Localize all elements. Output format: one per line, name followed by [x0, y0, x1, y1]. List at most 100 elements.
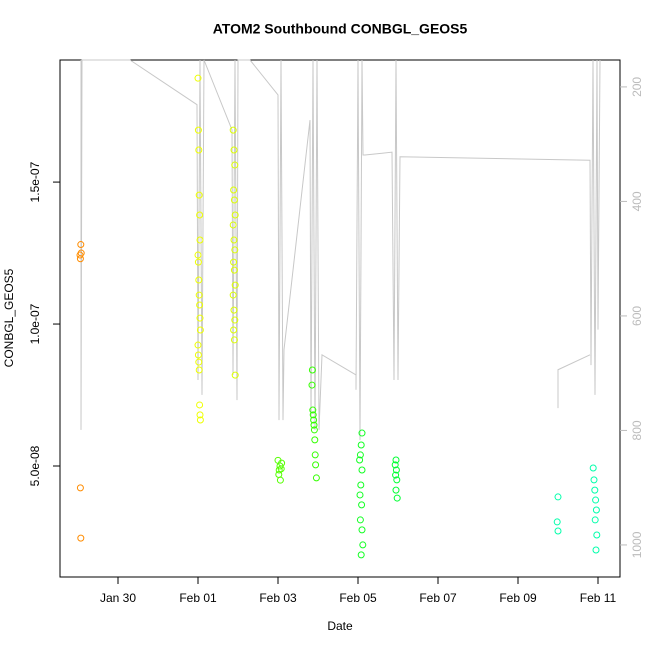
- point: [592, 546, 600, 554]
- y2-tick-label: 200: [630, 77, 644, 97]
- y2-tick-label: 800: [630, 420, 644, 440]
- point: [392, 466, 400, 474]
- point: [592, 496, 600, 504]
- point: [308, 366, 316, 374]
- point: [310, 426, 318, 434]
- point: [196, 416, 204, 424]
- y-axis-label: CONBGL_GEOS5: [2, 268, 16, 367]
- point: [194, 341, 202, 349]
- point: [231, 316, 239, 324]
- point: [358, 526, 366, 534]
- point: [229, 126, 237, 134]
- point: [393, 476, 401, 484]
- point: [311, 436, 319, 444]
- x-tick-label: Feb 07: [419, 591, 457, 605]
- point: [195, 276, 203, 284]
- point: [554, 527, 562, 535]
- x-axis-label: Date: [327, 619, 353, 633]
- point: [195, 358, 203, 366]
- point: [231, 161, 239, 169]
- point: [392, 486, 400, 494]
- y2-tick-label: 400: [630, 191, 644, 211]
- x-tick-label: Feb 03: [259, 591, 297, 605]
- point: [194, 351, 202, 359]
- point: [356, 516, 364, 524]
- point: [311, 451, 319, 459]
- point: [196, 314, 204, 322]
- point: [392, 471, 400, 479]
- y-tick-label: 1.5e-07: [28, 161, 42, 202]
- point: [591, 516, 599, 524]
- point: [391, 461, 399, 469]
- point: [358, 429, 366, 437]
- point: [194, 74, 202, 82]
- point: [310, 416, 318, 424]
- point: [312, 474, 320, 482]
- y2-tick-label: 600: [630, 306, 644, 326]
- point: [309, 411, 317, 419]
- point: [196, 411, 204, 419]
- point: [230, 236, 238, 244]
- point: [592, 506, 600, 514]
- point: [312, 461, 320, 469]
- plot-frame: [59, 59, 621, 578]
- y-tick-label: 1.0e-07: [28, 303, 42, 344]
- point: [231, 281, 239, 289]
- point: [276, 476, 284, 484]
- point: [356, 451, 364, 459]
- point: [194, 258, 202, 266]
- point: [275, 471, 283, 479]
- point: [230, 186, 238, 194]
- point: [593, 531, 601, 539]
- point: [77, 534, 85, 542]
- point: [196, 326, 204, 334]
- point: [230, 306, 238, 314]
- point: [589, 464, 597, 472]
- point: [231, 246, 239, 254]
- point: [196, 401, 204, 409]
- point: [230, 336, 238, 344]
- point: [358, 466, 366, 474]
- point: [231, 211, 239, 219]
- point: [230, 266, 238, 274]
- point: [393, 494, 401, 502]
- point: [77, 241, 85, 249]
- point: [357, 481, 365, 489]
- point: [77, 249, 85, 257]
- point: [230, 146, 238, 154]
- point: [553, 518, 561, 526]
- x-tick-label: Feb 09: [499, 591, 537, 605]
- chart-title: ATOM2 Southbound CONBGL_GEOS5: [213, 21, 468, 37]
- point: [554, 493, 562, 501]
- y2-tick-label: 1000: [630, 531, 644, 558]
- point: [591, 486, 599, 494]
- point: [392, 456, 400, 464]
- point: [195, 366, 203, 374]
- y-tick-label: 5.0e-08: [28, 445, 42, 486]
- point: [195, 146, 203, 154]
- x-tick-label: Feb 05: [339, 591, 377, 605]
- point: [76, 484, 84, 492]
- point: [230, 258, 238, 266]
- point: [231, 371, 239, 379]
- point: [196, 301, 204, 309]
- point: [356, 456, 364, 464]
- point: [194, 126, 202, 134]
- point: [195, 291, 203, 299]
- point: [76, 255, 84, 263]
- point: [357, 441, 365, 449]
- pressure-line: [80, 59, 601, 441]
- point: [229, 291, 237, 299]
- point: [309, 406, 317, 414]
- point: [196, 236, 204, 244]
- point: [277, 465, 285, 473]
- point: [590, 476, 598, 484]
- point: [358, 501, 366, 509]
- point: [308, 381, 316, 389]
- point: [359, 541, 367, 549]
- point: [195, 191, 203, 199]
- x-tick-label: Feb 01: [179, 591, 217, 605]
- point: [194, 251, 202, 259]
